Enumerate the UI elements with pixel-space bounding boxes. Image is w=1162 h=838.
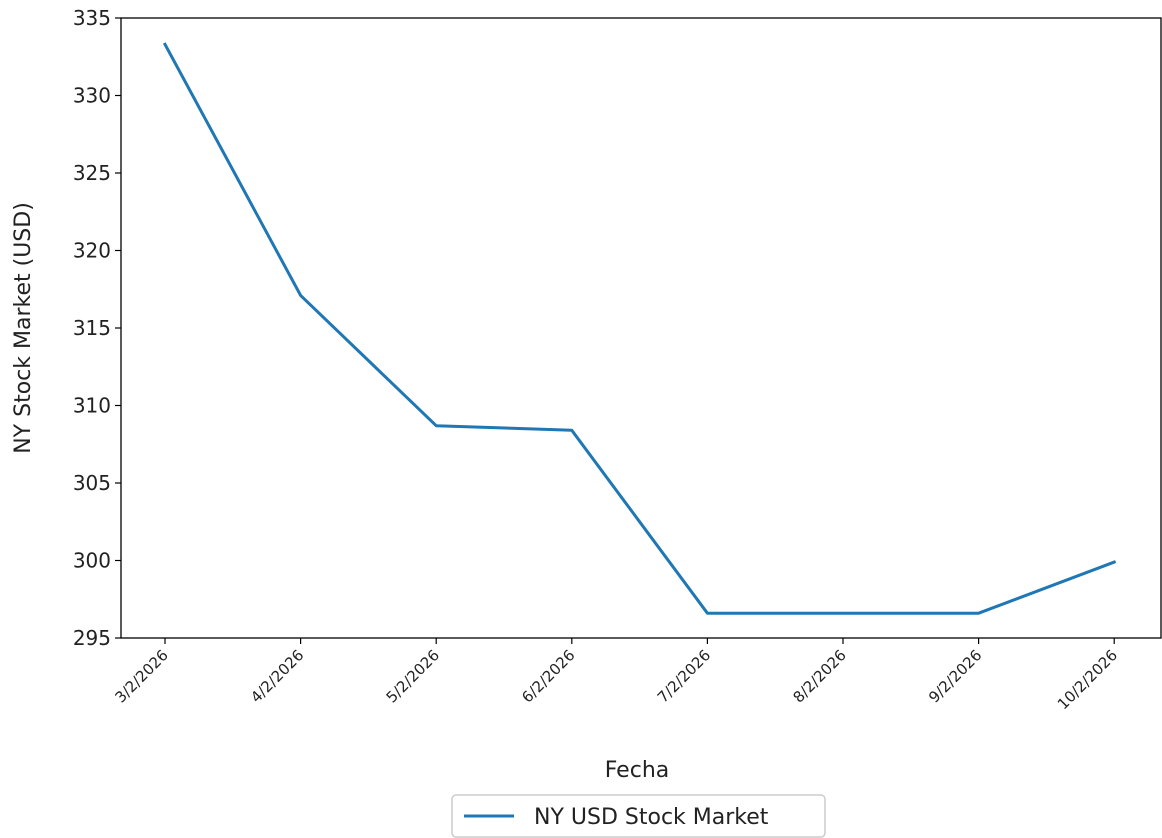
y-axis: 295 300 305 310 315 320 325 330 335 (73, 6, 121, 650)
series-layer (162, 42, 1117, 615)
legend: NY USD Stock Market (451, 794, 826, 838)
series-line (162, 42, 1117, 615)
y-tick-label: 305 (73, 471, 111, 495)
y-tick-label: 335 (73, 6, 111, 30)
y-tick-label: 300 (73, 549, 111, 573)
y-tick-label: 325 (73, 161, 111, 185)
y-tick-label: 295 (73, 626, 111, 650)
y-tick-label: 320 (73, 239, 111, 263)
y-tick-label: 330 (73, 84, 111, 108)
x-axis-label: Fecha (605, 758, 670, 783)
y-tick-label: 310 (73, 394, 111, 418)
y-tick-label: 315 (73, 316, 111, 340)
y-axis-label: NY Stock Market (USD) (11, 202, 36, 454)
legend-box (451, 794, 826, 838)
legend-label: NY USD Stock Market (534, 805, 769, 830)
